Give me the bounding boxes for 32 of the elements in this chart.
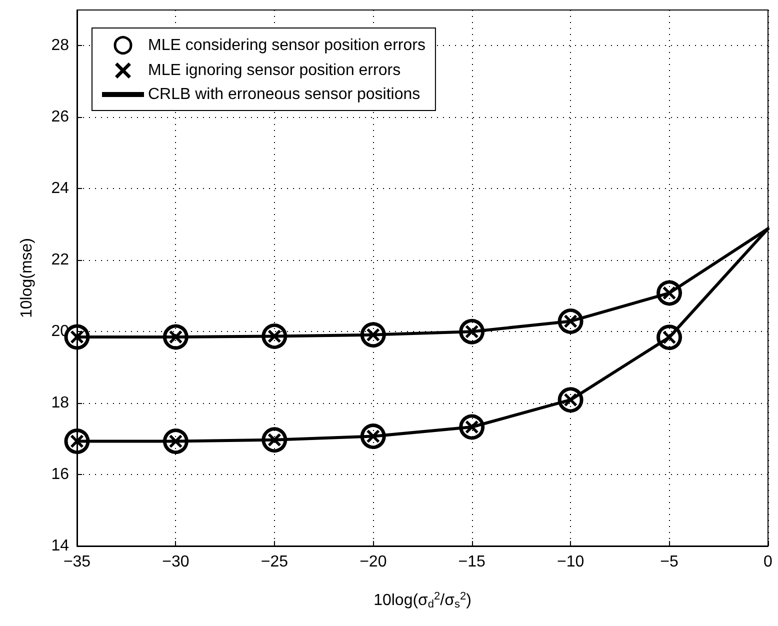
x-tick-label: −10: [557, 554, 584, 570]
y-tick-label: 26: [51, 108, 70, 126]
point: [162, 324, 188, 350]
x-tick-label: −5: [660, 554, 679, 570]
y-tick-label: 22: [51, 252, 70, 269]
legend-label: MLE considering sensor position errors: [148, 36, 426, 54]
x-tick-label: −25: [260, 554, 288, 570]
point: [558, 387, 584, 413]
legend-label: CRLB with erroneous sensor positions: [148, 86, 420, 103]
point: [656, 324, 682, 350]
point: [262, 324, 288, 349]
x-tick-label: −35: [63, 554, 91, 570]
y-tick-label: 14: [51, 538, 70, 554]
y-tick-label: 28: [51, 37, 70, 54]
point: [262, 427, 288, 453]
x-tick-label: 0: [764, 554, 773, 570]
y-axis-title: 10log(mse): [18, 238, 36, 318]
point: [459, 414, 485, 440]
point: [459, 318, 485, 344]
y-tick-label: 18: [51, 394, 70, 412]
y-tick-label: 24: [51, 180, 70, 198]
point: [558, 308, 584, 334]
point: [656, 280, 682, 306]
point: [360, 424, 386, 450]
y-tick-label: 16: [51, 466, 70, 484]
x-tick-label: −20: [360, 554, 387, 570]
point: [64, 428, 90, 454]
x-tick-label: −15: [458, 554, 486, 570]
point: [360, 322, 386, 348]
x-tick-label: −30: [162, 554, 190, 570]
point: [162, 428, 188, 454]
legend-label: MLE ignoring sensor position errors: [148, 62, 401, 79]
